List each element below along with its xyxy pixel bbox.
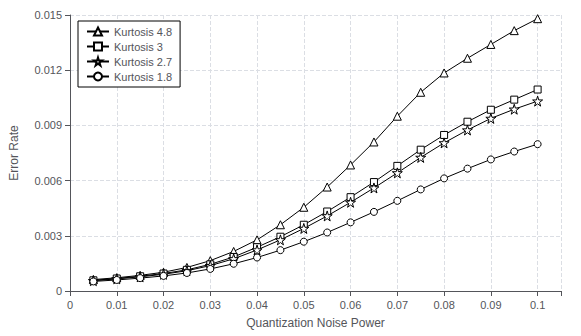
svg-text:0.02: 0.02 — [153, 299, 174, 311]
svg-text:0.003: 0.003 — [34, 230, 62, 242]
svg-text:0.07: 0.07 — [387, 299, 408, 311]
svg-text:0.03: 0.03 — [200, 299, 221, 311]
svg-text:Error Rate: Error Rate — [7, 125, 21, 181]
svg-text:Kurtosis 1.8: Kurtosis 1.8 — [114, 71, 172, 83]
svg-text:Kurtosis 2.7: Kurtosis 2.7 — [114, 56, 172, 68]
svg-text:0.08: 0.08 — [433, 299, 454, 311]
svg-text:0: 0 — [67, 299, 73, 311]
svg-text:0.04: 0.04 — [246, 299, 267, 311]
svg-text:0.012: 0.012 — [34, 64, 62, 76]
svg-text:Quantization Noise Power: Quantization Noise Power — [246, 316, 385, 330]
svg-text:0.05: 0.05 — [293, 299, 314, 311]
svg-text:0.006: 0.006 — [34, 175, 62, 187]
svg-text:0.01: 0.01 — [106, 299, 127, 311]
svg-text:0.1: 0.1 — [530, 299, 545, 311]
svg-text:0.09: 0.09 — [480, 299, 501, 311]
svg-text:Kurtosis 3: Kurtosis 3 — [114, 41, 163, 53]
svg-text:0: 0 — [56, 285, 62, 297]
svg-text:0.015: 0.015 — [34, 9, 62, 21]
svg-text:0.009: 0.009 — [34, 119, 62, 131]
svg-text:0.06: 0.06 — [340, 299, 361, 311]
svg-text:Kurtosis 4.8: Kurtosis 4.8 — [114, 26, 172, 38]
